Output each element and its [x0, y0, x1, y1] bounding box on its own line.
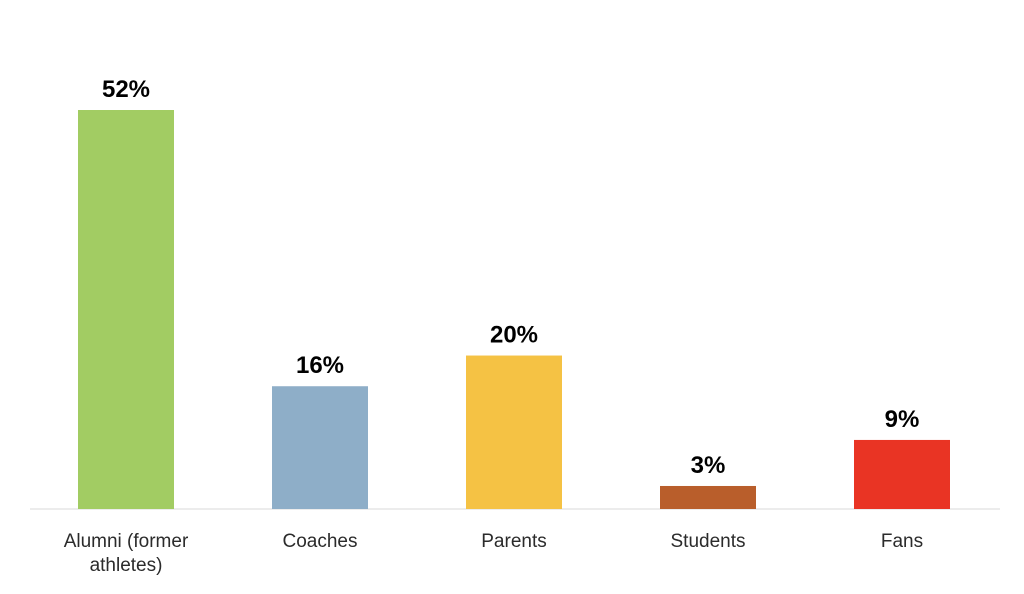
value-label-coaches: 16%	[296, 352, 344, 379]
category-label-parents: Parents	[481, 531, 546, 552]
bar-students	[660, 485, 756, 509]
category-label-coaches: Coaches	[283, 531, 358, 552]
value-label-alumni-former: 52%	[102, 76, 150, 103]
category-label-students: Students	[671, 531, 746, 552]
bar-parents	[466, 355, 562, 509]
category-label-line: Fans	[881, 531, 923, 552]
bars-group	[78, 110, 950, 509]
bar-coaches	[272, 386, 368, 509]
value-label-students: 3%	[691, 452, 726, 479]
value-label-fans: 9%	[885, 406, 920, 433]
category-label-fans: Fans	[881, 531, 923, 552]
category-label-line: Parents	[481, 531, 546, 552]
category-label-line: Coaches	[283, 531, 358, 552]
category-labels-group: Alumni (former athletes) Coaches Parents Stu…	[64, 531, 923, 576]
bar-alumni-former	[78, 110, 174, 509]
category-label-alumni-former: Alumni (former athletes)	[64, 531, 189, 576]
value-labels-group: 52% 16% 20% 3% 9%	[102, 76, 919, 479]
category-label-line: athletes)	[90, 555, 163, 576]
bar-fans	[854, 439, 950, 509]
category-label-line: Students	[671, 531, 746, 552]
value-label-parents: 20%	[490, 322, 538, 349]
category-label-line: Alumni (former	[64, 531, 189, 552]
